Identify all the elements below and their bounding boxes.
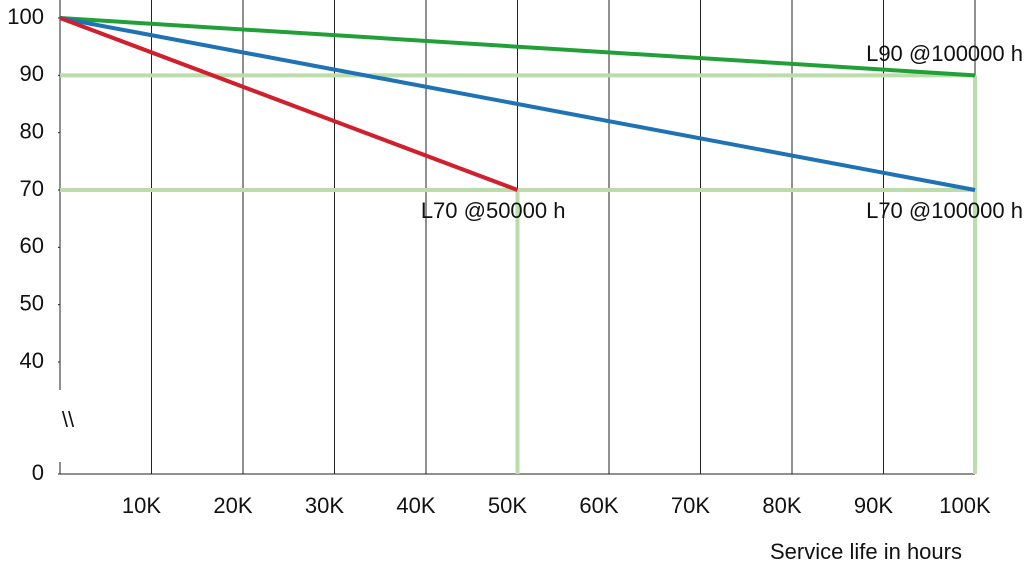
data-line [59, 16, 976, 192]
data-line [59, 16, 519, 192]
x-tick-label: 20K [213, 493, 252, 518]
x-axis-title: Service life in hours [770, 539, 962, 564]
y-tick-label: 50 [20, 290, 44, 315]
y-tick-label: 0 [32, 460, 44, 485]
x-tick-label: 30K [305, 493, 344, 518]
y-tick-label: 80 [20, 118, 44, 143]
y-tick-label: 40 [20, 348, 44, 373]
x-tick-label: 50K [488, 493, 527, 518]
annotation: L70 @50000 h [421, 198, 566, 223]
x-tick-label: 60K [579, 493, 618, 518]
x-tick-label: 90K [854, 493, 893, 518]
y-tick-label: 60 [20, 233, 44, 258]
data-line [59, 16, 976, 78]
x-tick-label: 100K [939, 493, 991, 518]
x-tick-label: 80K [762, 493, 801, 518]
annotation: L90 @100000 h [866, 41, 1023, 66]
y-tick-label: 70 [20, 176, 44, 201]
x-tick-label: 10K [122, 493, 161, 518]
x-tick-label: 40K [396, 493, 435, 518]
annotation: L70 @100000 h [866, 198, 1023, 223]
y-tick-label: 100 [7, 4, 44, 29]
axis-break-mark: \\ [62, 407, 75, 432]
y-tick-label: 90 [20, 61, 44, 86]
x-tick-label: 70K [671, 493, 710, 518]
